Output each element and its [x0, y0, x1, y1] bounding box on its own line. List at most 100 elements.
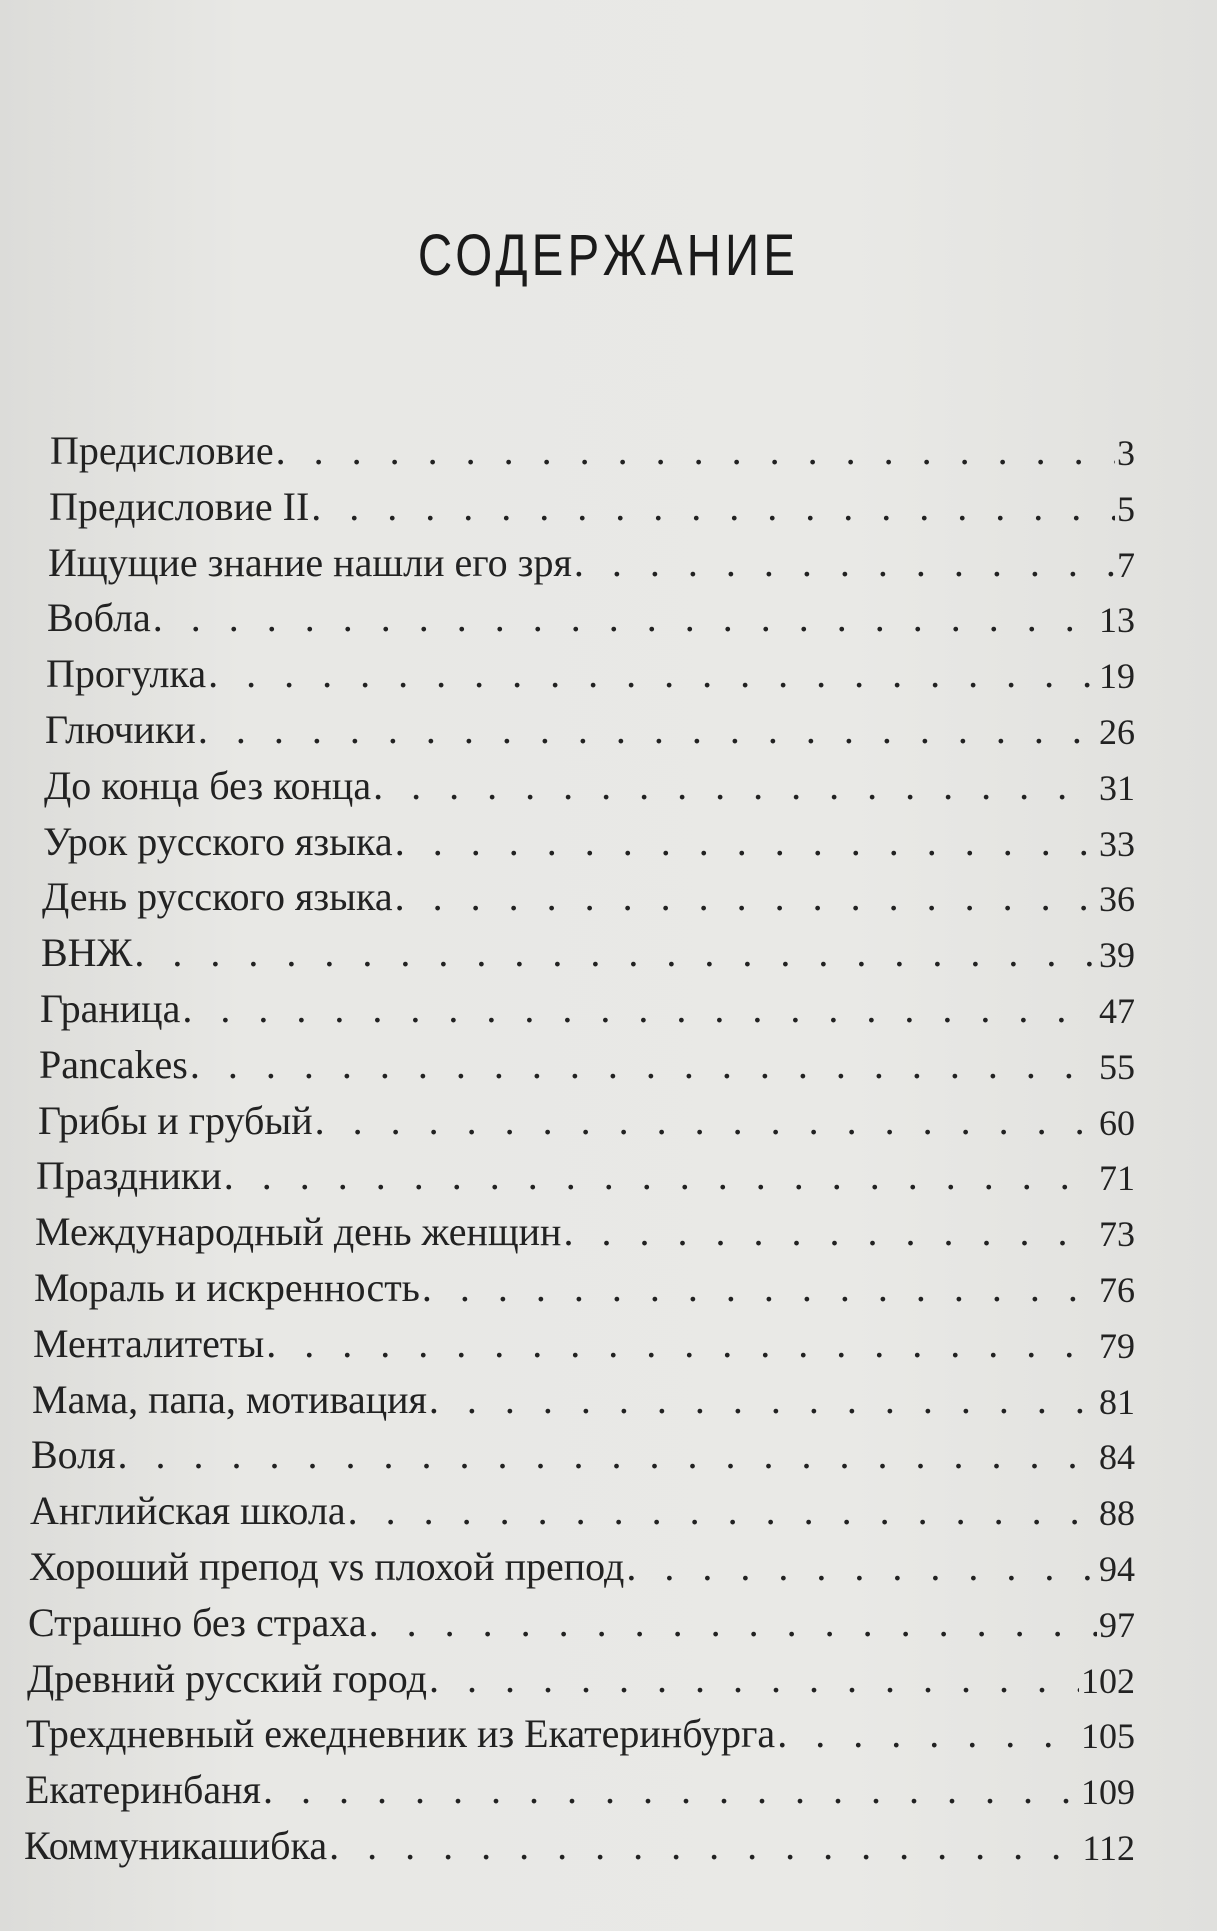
- toc-entry-title: Грибы и грубый: [38, 1097, 313, 1143]
- dot-leader: [208, 650, 1097, 697]
- toc-entry: Прогулка 19: [46, 641, 1135, 697]
- toc-entry-page: 81: [1099, 1381, 1135, 1422]
- toc-entry-page: 105: [1081, 1716, 1135, 1757]
- toc-entry-title: Коммуникашибка: [24, 1823, 328, 1868]
- toc-entry-title: Хороший препод vs плохой препод: [29, 1544, 625, 1589]
- toc-entry-title: Страшно без страха: [28, 1599, 367, 1645]
- dot-leader: [369, 1599, 1097, 1646]
- toc-entry: Предисловие II 5: [49, 474, 1135, 530]
- toc-entry-page: 112: [1082, 1828, 1135, 1868]
- dot-leader: [198, 706, 1097, 753]
- toc-entry-title: День русского языка: [42, 874, 393, 920]
- toc-entry-page: 71: [1099, 1158, 1135, 1199]
- dot-leader: [329, 1822, 1080, 1869]
- dot-leader: [118, 1431, 1097, 1478]
- toc-entry: Граница 47: [40, 976, 1135, 1032]
- toc-entry-page: 13: [1099, 600, 1135, 641]
- toc-entry-title: Вобла: [47, 595, 151, 641]
- toc-entry-title: Екатеринбаня: [25, 1767, 261, 1813]
- toc-entry-page: 19: [1099, 656, 1135, 697]
- toc-entry: Трехдневный ежедневник из Екатеринбурга 1…: [26, 1701, 1135, 1757]
- toc-entry-title: Урок русского языка: [43, 818, 393, 864]
- toc-entry: Ищущие знание нашли его зря 7: [48, 530, 1135, 586]
- dot-leader: [224, 1152, 1097, 1199]
- dot-leader: [311, 483, 1115, 530]
- toc-entry-page: 76: [1099, 1270, 1135, 1310]
- toc-entry-page: 88: [1099, 1493, 1135, 1534]
- dot-leader: [563, 1208, 1097, 1255]
- toc-entry-title: Менталитеты: [33, 1320, 265, 1366]
- toc-entry-page: 94: [1099, 1549, 1135, 1589]
- toc-entry-title: Мама, папа, мотивация: [32, 1376, 427, 1422]
- toc-entry: Менталитеты 79: [33, 1311, 1135, 1367]
- toc-entry: Страшно без страха 97: [28, 1590, 1135, 1646]
- dot-leader: [348, 1487, 1097, 1534]
- toc-entry-title: Воля: [31, 1432, 116, 1478]
- dot-leader: [395, 818, 1097, 865]
- dot-leader: [315, 1097, 1097, 1144]
- toc-entry-title: Pancakes: [39, 1041, 188, 1087]
- toc-entry-title: Предисловие: [50, 428, 274, 473]
- toc-entry-page: 55: [1099, 1046, 1135, 1087]
- toc-entry: ВНЖ 39: [41, 920, 1135, 976]
- dot-leader: [266, 1320, 1097, 1367]
- toc-entry: Мораль и искренность 76: [34, 1255, 1135, 1311]
- toc-entry-page: 39: [1099, 935, 1135, 976]
- toc-entry: Pancakes 55: [39, 1032, 1135, 1088]
- dot-leader: [429, 1376, 1097, 1423]
- toc-entry-page: 5: [1117, 488, 1135, 529]
- toc-entry-title: Древний русский город: [27, 1655, 427, 1701]
- dot-leader: [574, 539, 1115, 586]
- toc-entry: Английская школа 88: [30, 1478, 1135, 1534]
- toc-entry-page: 109: [1081, 1772, 1135, 1813]
- dot-leader: [777, 1710, 1079, 1757]
- toc-entry: Глючики 26: [45, 697, 1135, 753]
- toc-entry-title: Трехдневный ежедневник из Екатеринбурга: [26, 1711, 776, 1757]
- toc-entry: Древний русский город 102: [27, 1646, 1135, 1702]
- dot-leader: [395, 873, 1097, 920]
- dot-leader: [182, 985, 1097, 1032]
- toc-entry: Праздники 71: [36, 1143, 1135, 1199]
- toc-entry-title: Глючики: [45, 707, 196, 752]
- dot-leader: [373, 762, 1097, 809]
- dot-leader: [429, 1655, 1079, 1702]
- dot-leader: [626, 1543, 1097, 1590]
- toc-entry: Хороший препод vs плохой препод 94: [29, 1534, 1135, 1590]
- dot-leader: [190, 1041, 1097, 1088]
- toc-entry: Воля 84: [31, 1422, 1135, 1478]
- toc-entry: До конца без конца 31: [44, 753, 1135, 809]
- toc-entry-title: Международный день женщин: [35, 1209, 562, 1255]
- toc-entry: День русского языка 36: [42, 864, 1135, 920]
- page-title: СОДЕРЖАНИЕ: [417, 223, 800, 288]
- toc-entry-title: Предисловие II: [49, 483, 310, 529]
- toc-entry-title: Ищущие знание нашли его зря: [48, 539, 572, 585]
- toc-entry-title: Прогулка: [46, 651, 207, 697]
- toc-entry-page: 7: [1117, 544, 1135, 585]
- toc-entry-page: 97: [1099, 1604, 1135, 1645]
- toc-entry: Грибы и грубый 60: [38, 1088, 1135, 1144]
- toc-entry-title: Граница: [40, 986, 181, 1031]
- toc-entry-title: Праздники: [36, 1153, 222, 1199]
- toc-entry-page: 60: [1099, 1102, 1135, 1143]
- toc-entry-page: 73: [1099, 1214, 1135, 1255]
- toc-entry-page: 79: [1099, 1325, 1135, 1366]
- toc-entry-title: Мораль и искренность: [34, 1265, 420, 1310]
- toc-entry-title: До конца без конца: [44, 762, 372, 808]
- toc-entry-page: 36: [1099, 879, 1135, 920]
- toc-entry: Урок русского языка 33: [43, 809, 1135, 865]
- toc-entry-page: 26: [1099, 712, 1135, 752]
- toc-entry: Предисловие 3: [50, 418, 1135, 474]
- toc-entry-page: 33: [1099, 823, 1135, 864]
- toc-entry-title: Английская школа: [30, 1488, 346, 1534]
- toc-entry-page: 84: [1099, 1437, 1135, 1478]
- toc-entry-page: 47: [1099, 991, 1135, 1031]
- toc-entry: Коммуникашибка 112: [24, 1813, 1135, 1869]
- dot-leader: [153, 594, 1097, 641]
- toc-entry: Мама, папа, мотивация 81: [32, 1367, 1135, 1423]
- toc-entry: Вобла 13: [47, 585, 1135, 641]
- toc-entry: Международный день женщин 73: [35, 1199, 1135, 1255]
- toc-entry-page: 31: [1099, 767, 1135, 808]
- dot-leader: [134, 929, 1097, 976]
- toc-entry-page: 102: [1081, 1660, 1135, 1701]
- dot-leader: [263, 1766, 1079, 1813]
